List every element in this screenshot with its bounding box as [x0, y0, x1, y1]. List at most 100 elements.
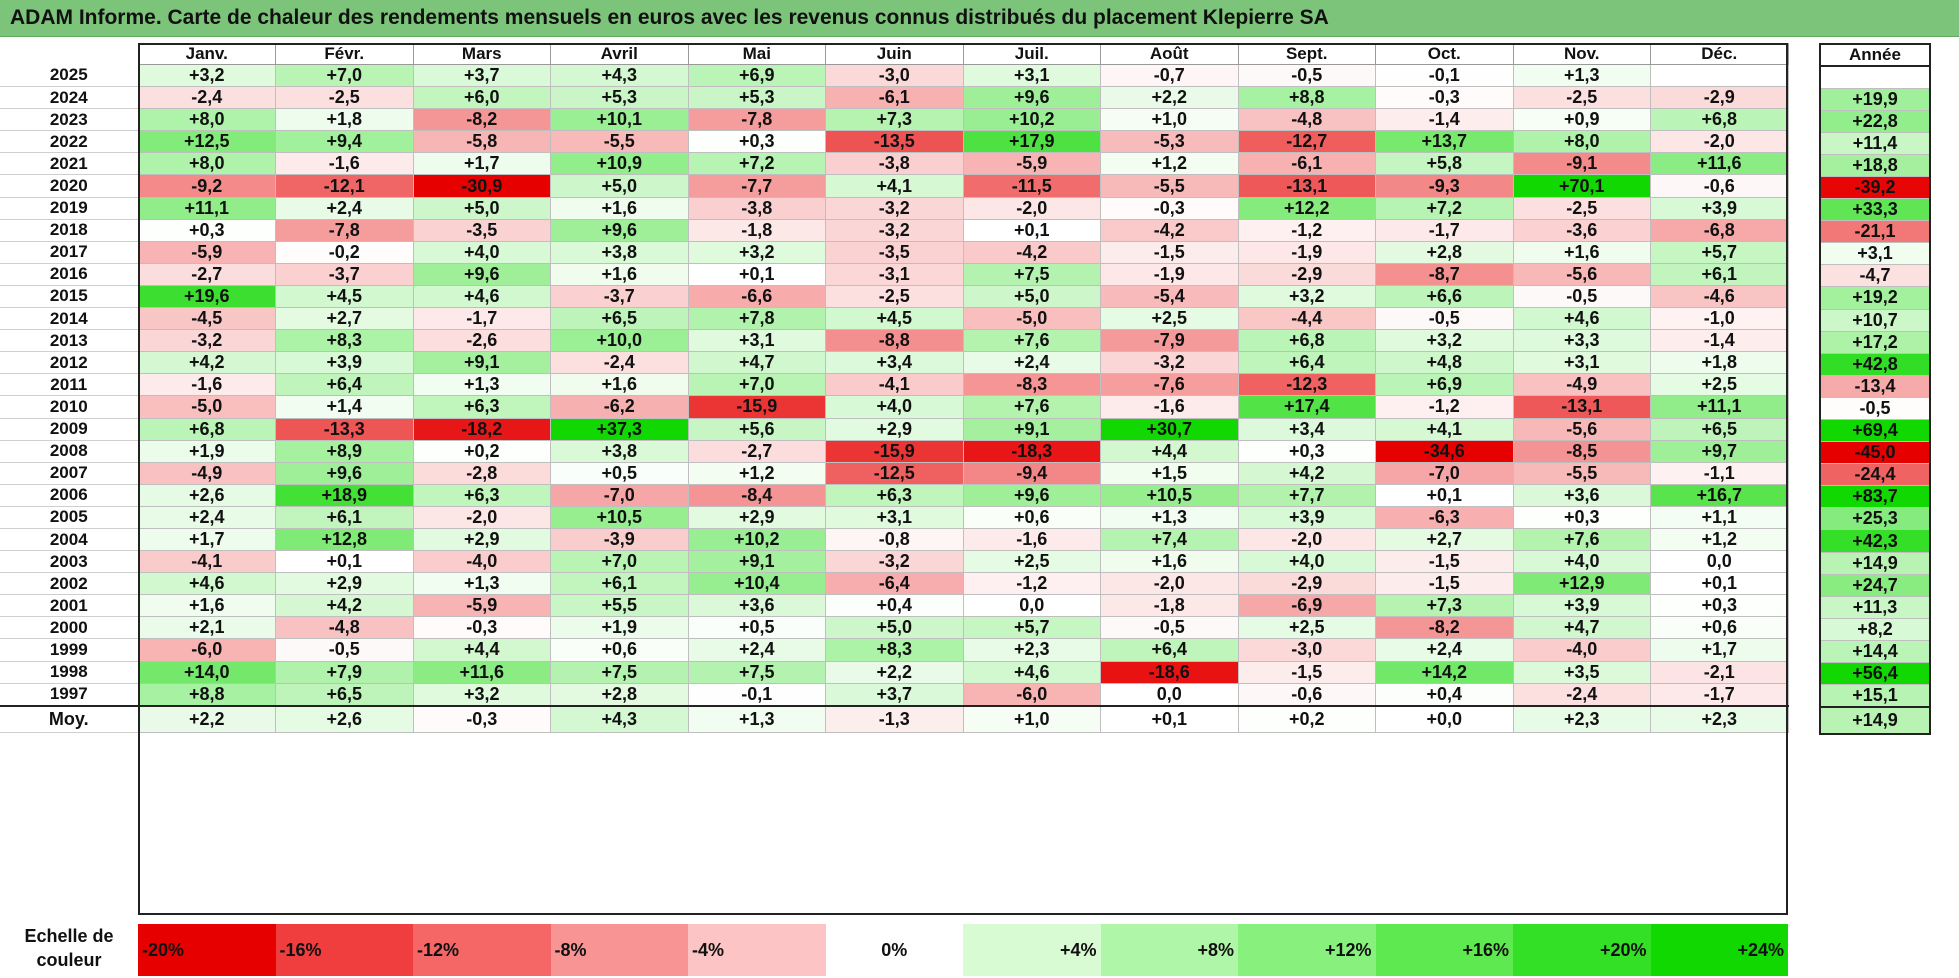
heatmap-cell: -12,3 [1237, 373, 1376, 397]
year-row: 2019 +11,1 +2,4 +5,0 +1,6 -3,8 -3,2 -2,0 -0,3 +12… [0, 196, 1789, 220]
heatmap-cell: +11,6 [1650, 152, 1789, 176]
heatmap-cell: +3,2 [1375, 329, 1514, 353]
color-scale-step: +24% [1650, 924, 1788, 976]
heatmap-cell: -2,4 [550, 351, 689, 375]
heatmap-cell: -15,9 [825, 439, 964, 463]
heatmap-cell: +1,6 [1100, 550, 1239, 574]
heatmap-cell: -0,1 [1375, 63, 1514, 88]
heatmap-cell: +4,0 [412, 240, 551, 264]
heatmap-cell: +3,9 [1237, 505, 1376, 529]
annual-row: +18,8 [1819, 153, 1931, 177]
heatmap-cell: +9,6 [412, 262, 551, 286]
heatmap-cell: -0,6 [1650, 174, 1789, 198]
annual-cell: +42,8 [1819, 352, 1931, 376]
heatmap-table: Janv. Févr. Mars Avril Mai Juin Juil. Août Sept.… [0, 43, 1789, 734]
year-label: 2009 [0, 418, 138, 441]
heatmap-cell: -3,6 [1512, 218, 1651, 242]
year-row: 2003 -4,1 +0,1 -4,0 +7,0 +9,1 -3,2 +2,5 +1,6 +4,0… [0, 550, 1789, 574]
color-scale-step: -16% [275, 924, 413, 976]
year-label: 2004 [0, 528, 138, 552]
annual-cell: +10,7 [1819, 308, 1931, 332]
heatmap-cell: +3,2 [137, 63, 276, 88]
annual-cell: +69,4 [1819, 418, 1931, 443]
year-row: 2000 +2,1 -4,8 -0,3 +1,9 +0,5 +5,0 +5,7 -0,5 +2,5… [0, 616, 1789, 640]
heatmap-cell: +6,3 [412, 483, 551, 507]
heatmap-cell: +9,6 [962, 86, 1101, 110]
heatmap-cell: -3,2 [825, 550, 964, 574]
color-scale-step: -4% [688, 924, 826, 976]
year-label: 2024 [0, 86, 138, 110]
annual-cell: +17,2 [1819, 330, 1931, 354]
heatmap-cell: +6,1 [1650, 262, 1789, 286]
heatmap-cell: +0,3 [687, 130, 826, 154]
year-row: 2013 -3,2 +8,3 -2,6 +10,0 +3,1 -8,8 +7,6 -7,9 +6,… [0, 329, 1789, 353]
year-row: 2025 +3,2 +7,0 +3,7 +4,3 +6,9 -3,0 +3,1 -0,7 -0,5… [0, 63, 1789, 88]
year-row: 2004 +1,7 +12,8 +2,9 -3,9 +10,2 -0,8 -1,6 +7,4 -2… [0, 527, 1789, 552]
heatmap-cell: +18,9 [275, 483, 414, 507]
chart-title: ADAM Informe. Carte de chaleur des rende… [10, 6, 1329, 29]
heatmap-cell: +6,5 [1650, 417, 1789, 441]
year-row: 2020 -9,2 -12,1 -30,9 +5,0 -7,7 +4,1 -11,5 -5,5-… [0, 174, 1789, 198]
annual-row: +3,1 [1819, 242, 1931, 266]
annual-row: +19,2 [1819, 286, 1931, 310]
annual-cell: +19,2 [1819, 286, 1931, 310]
heatmap-cell: -5,9 [412, 594, 551, 618]
heatmap-cell: +6,3 [825, 483, 964, 507]
heatmap-cell: -1,1 [1650, 461, 1789, 485]
annual-cell: -4,7 [1819, 264, 1931, 288]
heatmap-cell: -34,6 [1375, 439, 1514, 463]
month-header: Janv. [137, 43, 276, 65]
heatmap-cell: +2,8 [550, 682, 689, 707]
annual-cell: +24,7 [1819, 573, 1931, 597]
heatmap-cell: -0,5 [1375, 307, 1514, 331]
heatmap-cell: +10,1 [550, 108, 689, 132]
year-row: 2016 -2,7 -3,7 +9,6 +1,6 +0,1 -3,1 +7,5 -1,9 -2,9… [0, 262, 1789, 286]
annual-cell: -21,1 [1819, 220, 1931, 244]
annual-row: +11,3 [1819, 595, 1931, 619]
heatmap-cell: -7,8 [275, 218, 414, 242]
heatmap-cell: +3,4 [1237, 417, 1376, 441]
heatmap-cell: -12,1 [275, 174, 414, 198]
heatmap-cell: -6,1 [825, 86, 964, 110]
heatmap-cell: +3,6 [1512, 483, 1651, 507]
year-row: 2002 +4,6 +2,9 +1,3 +6,1 +10,4 -6,4 -1,2 -2,0 -2,… [0, 572, 1789, 596]
heatmap-cell: +5,8 [1375, 152, 1514, 176]
annual-cell: +25,3 [1819, 507, 1931, 531]
heatmap-cell: -2,9 [1650, 86, 1789, 110]
heatmap-cell: +4,2 [137, 351, 276, 375]
heatmap-cell: +6,4 [1100, 638, 1239, 662]
heatmap-cell: -4,8 [1237, 108, 1376, 132]
year-row: 2023 +8,0 +1,8 -8,2 +10,1 -7,8 +7,3 +10,2 +1,0 -4… [0, 108, 1789, 132]
year-row: 2009 +6,8 -13,3 -18,2 +37,3 +5,6 +2,9 +9,1 +30,7… [0, 417, 1789, 441]
heatmap-cell: -6,4 [825, 572, 964, 596]
heatmap-cell: +30,7 [1100, 417, 1239, 441]
heatmap-cell: +4,2 [1237, 461, 1376, 485]
year-row: 2022 +12,5 +9,4 -5,8 -5,5 +0,3 -13,5 +17,9 -5,3-… [0, 130, 1789, 154]
month-header: Mai [687, 43, 826, 65]
heatmap-cell: -4,0 [412, 550, 551, 574]
annual-cell: +18,8 [1819, 153, 1931, 177]
heatmap-cell: -5,0 [962, 307, 1101, 331]
year-label: 2019 [0, 197, 138, 220]
heatmap-cell: +0,1 [1650, 572, 1789, 596]
heatmap-cell: 0,0 [962, 594, 1101, 618]
heatmap-cell: +3,2 [412, 682, 551, 707]
annual-row: +33,3 [1819, 198, 1931, 222]
heatmap-cell: +1,3 [412, 572, 551, 596]
heatmap-cell: -0,5 [1100, 616, 1239, 640]
heatmap-cell: +4,4 [1100, 439, 1239, 463]
heatmap-cell: +2,5 [1100, 307, 1239, 331]
heatmap-cell: -5,4 [1100, 284, 1239, 309]
heatmap-cell: -7,8 [687, 108, 826, 132]
heatmap-cell: +1,2 [687, 461, 826, 485]
heatmap-cell: -1,2 [1375, 395, 1514, 419]
heatmap-cell: +14,0 [137, 660, 276, 684]
heatmap-cell: +7,2 [687, 152, 826, 176]
annual-cell: +8,2 [1819, 617, 1931, 641]
annual-row: -0,5 [1819, 396, 1931, 421]
heatmap-cell: -1,0 [1650, 307, 1789, 331]
color-scale-step: -12% [413, 924, 551, 976]
heatmap-cell: -7,6 [1100, 373, 1239, 397]
heatmap-cell: +9,1 [962, 417, 1101, 441]
heatmap-cell: +2,7 [1375, 527, 1514, 552]
